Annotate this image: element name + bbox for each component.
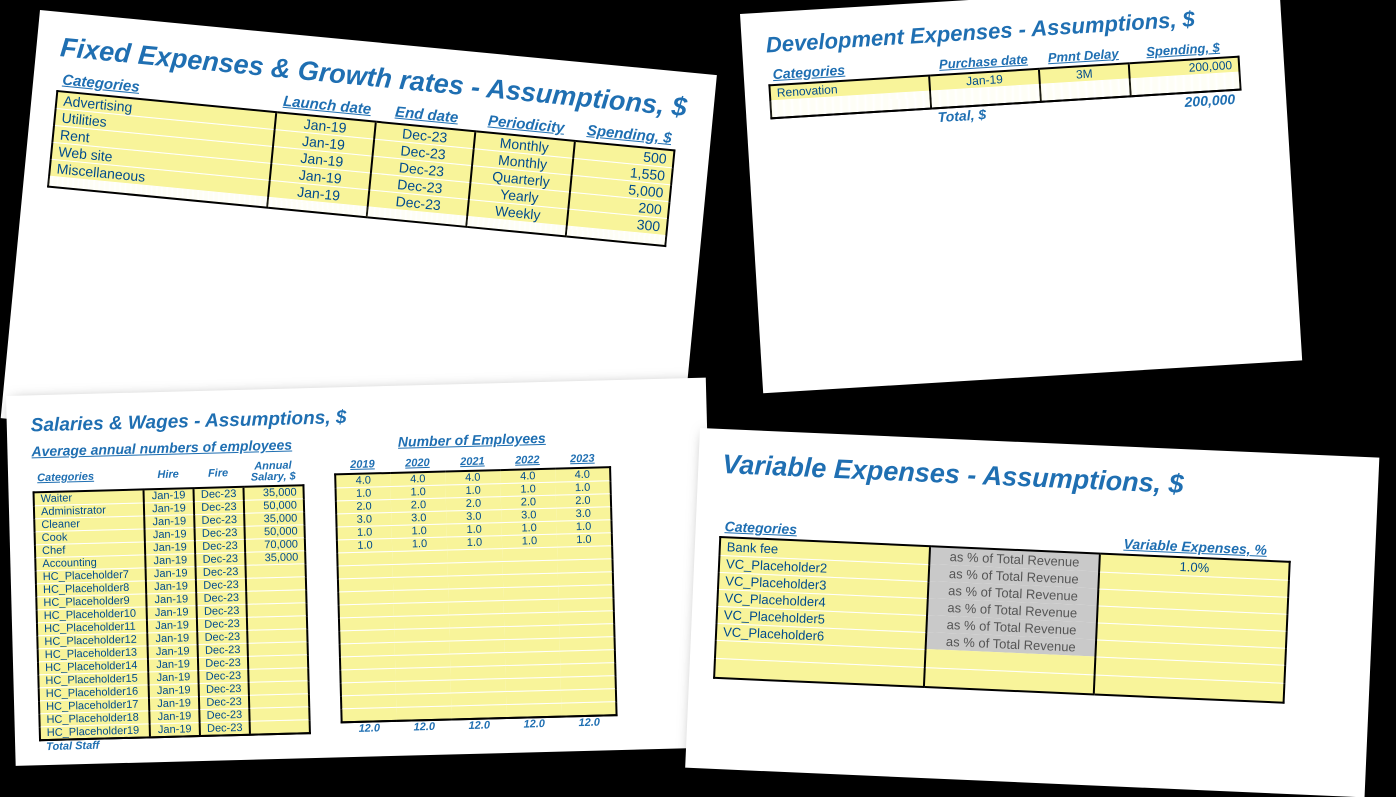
- sal-col-categories: Categories: [33, 462, 144, 492]
- sal-hire[interactable]: Jan-19: [149, 697, 199, 711]
- sheet-salaries: Salaries & Wages - Assumptions, $ Averag…: [6, 378, 715, 766]
- sal-fire[interactable]: Dec-23: [198, 643, 248, 657]
- var-table: Categories Variable Expenses, % Bank fee…: [713, 516, 1292, 704]
- sal-fire[interactable]: Dec-23: [196, 565, 246, 579]
- sal-hire[interactable]: Jan-19: [144, 515, 194, 529]
- sal-hire[interactable]: Jan-19: [146, 567, 196, 581]
- sal-hire[interactable]: Jan-19: [150, 723, 200, 738]
- sal-hire[interactable]: Jan-19: [145, 528, 195, 542]
- sal-right-table: 20192020202120222023 4.04.04.04.04.01.01…: [334, 450, 618, 735]
- sheet-development: Development Expenses - Assumptions, $ Ca…: [740, 0, 1302, 393]
- sal-fire[interactable]: Dec-23: [194, 513, 244, 527]
- sal-fire[interactable]: Dec-23: [197, 630, 247, 644]
- sal-year-head: 2020: [390, 455, 445, 473]
- sal-hire[interactable]: Jan-19: [147, 632, 197, 646]
- sal-right-block: Number of Employees 20192020202120222023…: [333, 428, 618, 735]
- sal-fire[interactable]: Dec-23: [199, 708, 249, 722]
- sal-year-head: 2022: [500, 452, 555, 470]
- sal-hire[interactable]: Jan-19: [147, 619, 197, 633]
- sal-left-table: Categories Hire Fire Annual Salary, $ Wa…: [32, 458, 311, 753]
- sal-salary[interactable]: 70,000: [245, 538, 305, 553]
- sal-total: 12.0: [562, 715, 617, 729]
- sal-total: 12.0: [452, 718, 507, 732]
- sal-hire[interactable]: Jan-19: [146, 580, 196, 594]
- sal-left-subhead: Average annual numbers of employees: [31, 436, 303, 459]
- sal-hire[interactable]: Jan-19: [149, 684, 199, 698]
- sal-hire[interactable]: Jan-19: [148, 658, 198, 672]
- sal-count[interactable]: [561, 702, 616, 717]
- sal-hire[interactable]: Jan-19: [145, 554, 195, 568]
- sal-salary[interactable]: 35,000: [245, 551, 305, 566]
- sal-fire[interactable]: Dec-23: [196, 591, 246, 605]
- sal-fire[interactable]: Dec-23: [197, 617, 247, 631]
- sal-fire[interactable]: Dec-23: [198, 656, 248, 670]
- sal-col-fire: Fire: [193, 460, 244, 488]
- sal-fire[interactable]: Dec-23: [193, 487, 243, 502]
- sal-total: 12.0: [507, 717, 562, 731]
- sal-year-head: 2019: [335, 456, 390, 474]
- sal-fire[interactable]: Dec-23: [200, 721, 250, 736]
- sal-total: 12.0: [342, 721, 397, 735]
- sal-fire[interactable]: Dec-23: [199, 695, 249, 709]
- sal-hire[interactable]: Jan-19: [143, 488, 193, 503]
- sal-salary[interactable]: 50,000: [244, 499, 304, 514]
- sal-left-block: Average annual numbers of employees Cate…: [31, 436, 311, 753]
- sal-col-hire: Hire: [143, 461, 194, 489]
- sal-count[interactable]: 4.0: [335, 473, 390, 488]
- sal-col-salary: Annual Salary, $: [243, 458, 304, 487]
- sal-fire[interactable]: Dec-23: [196, 578, 246, 592]
- sal-salary[interactable]: 35,000: [244, 512, 304, 527]
- sal-hire[interactable]: Jan-19: [147, 606, 197, 620]
- sal-fire[interactable]: Dec-23: [199, 682, 249, 696]
- sal-salary[interactable]: 50,000: [244, 525, 304, 540]
- sal-total: 12.0: [397, 719, 452, 733]
- sal-fire[interactable]: Dec-23: [195, 539, 245, 553]
- sal-total-label: Total Staff: [40, 737, 150, 753]
- sal-hire[interactable]: Jan-19: [146, 593, 196, 607]
- sal-hire[interactable]: Jan-19: [144, 502, 194, 516]
- sal-hire[interactable]: Jan-19: [145, 541, 195, 555]
- sheet-variable: Variable Expenses - Assumptions, $ Categ…: [685, 428, 1379, 797]
- sal-fire[interactable]: Dec-23: [195, 526, 245, 540]
- sal-hire[interactable]: Jan-19: [148, 645, 198, 659]
- sal-salary[interactable]: 35,000: [243, 485, 303, 500]
- sal-fire[interactable]: Dec-23: [198, 669, 248, 683]
- sal-fire[interactable]: Dec-23: [195, 552, 245, 566]
- sal-fire[interactable]: Dec-23: [194, 500, 244, 514]
- sal-fire[interactable]: Dec-23: [197, 604, 247, 618]
- sal-year-head: 2023: [555, 450, 610, 468]
- sal-year-head: 2021: [445, 453, 500, 471]
- sal-hire[interactable]: Jan-19: [149, 710, 199, 724]
- sal-hire[interactable]: Jan-19: [148, 671, 198, 685]
- sal-right-subhead: Number of Employees: [333, 428, 610, 451]
